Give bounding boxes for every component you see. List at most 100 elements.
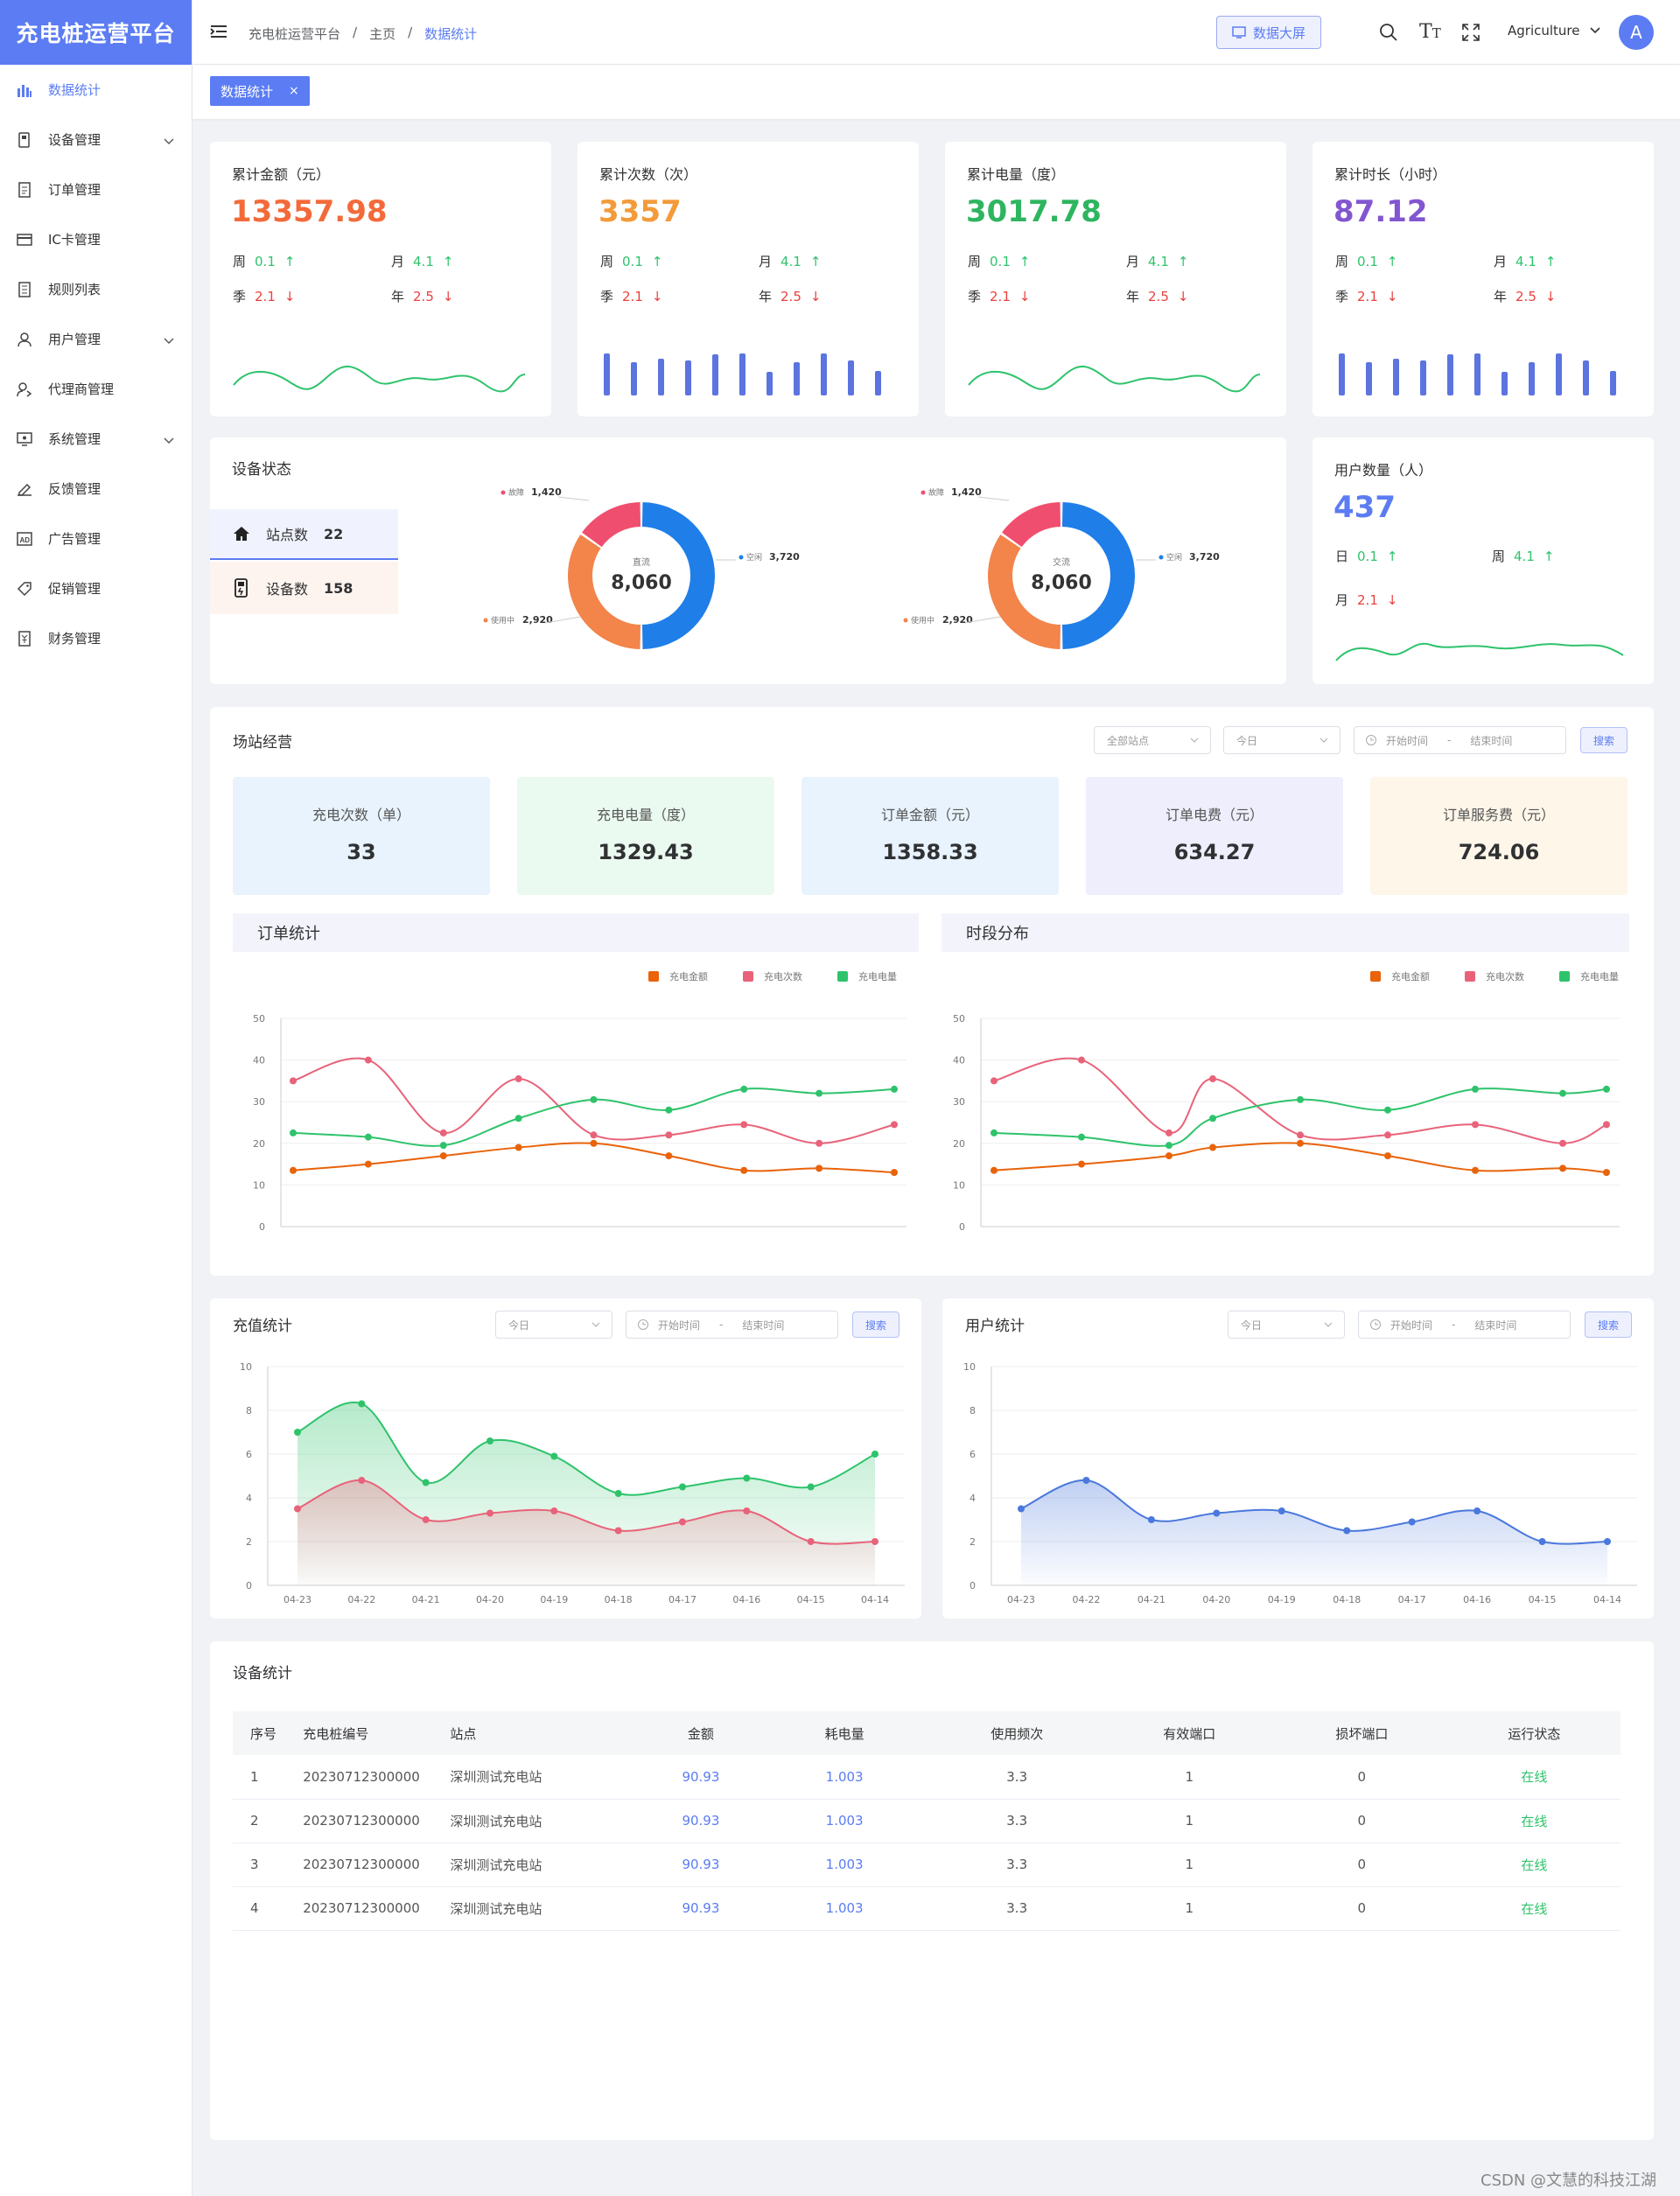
day-select[interactable]: 今日: [1223, 726, 1340, 754]
metric-card: 订单服务费（元） 724.06: [1370, 777, 1628, 895]
sidebar-item[interactable]: 设备管理: [0, 115, 192, 164]
data-point: [1603, 1085, 1610, 1093]
data-point: [665, 1106, 673, 1114]
x-tick-label: 04-14: [861, 1594, 889, 1605]
table-cell[interactable]: 1.003: [758, 1755, 931, 1800]
table-row[interactable]: 3 20230712300000 深圳测试充电站 90.93 1.003 3.3 1 0 在线: [233, 1843, 1620, 1887]
table-row[interactable]: 2 20230712300000 深圳测试充电站 90.93 1.003 3.3 1 0 在线: [233, 1799, 1620, 1843]
legend-dot: [903, 618, 908, 623]
sidebar-item[interactable]: AD 广告管理: [0, 514, 192, 563]
date-range-picker[interactable]: 开始时间 - 结束时间: [1354, 726, 1566, 754]
date-range-picker[interactable]: 开始时间 - 结束时间: [626, 1311, 838, 1339]
column-header: 耗电量: [758, 1711, 931, 1755]
legend-label: 充电电量: [858, 970, 897, 983]
legend-label: 充电次数: [1486, 970, 1524, 983]
series-line: [993, 1057, 1607, 1144]
user-area-chart: 0 2 4 6 8 10 04-23 04-22 04-21 04-20 04-19 04-18 04-…: [963, 1361, 1637, 1605]
sidebar-item[interactable]: 用户管理: [0, 314, 192, 364]
fullscreen-icon[interactable]: [1461, 23, 1480, 45]
table-cell[interactable]: 90.93: [643, 1843, 759, 1887]
data-point: [422, 1479, 430, 1486]
donut-slice: [1061, 502, 1136, 649]
agent-icon: [16, 381, 33, 398]
date-range-picker[interactable]: 开始时间 - 结束时间: [1358, 1311, 1571, 1339]
sparkline-bar: [794, 362, 800, 395]
search-button[interactable]: 搜索: [852, 1311, 900, 1338]
table-row[interactable]: 4 20230712300000 深圳测试充电站 90.93 1.003 3.3 1 0 在线: [233, 1886, 1620, 1931]
table-cell: 在线: [1447, 1799, 1620, 1843]
data-point: [550, 1452, 558, 1460]
user-menu[interactable]: Agriculture: [1508, 23, 1601, 38]
station-select[interactable]: 全部站点: [1094, 726, 1211, 754]
big-screen-button[interactable]: 数据大屏: [1216, 16, 1321, 49]
sidebar-item[interactable]: 代理商管理: [0, 364, 192, 414]
data-point: [891, 1121, 898, 1129]
sidebar-item[interactable]: 数据统计: [0, 65, 192, 115]
metric-label: 充电次数（单）: [312, 807, 410, 823]
area-fill: [1021, 1479, 1607, 1585]
metric-label: 订单电费（元）: [1165, 807, 1264, 823]
data-point: [740, 1166, 748, 1174]
breadcrumb-item[interactable]: 主页: [369, 26, 396, 42]
home-icon: [234, 527, 249, 541]
data-point: [665, 1152, 673, 1160]
avatar[interactable]: A: [1619, 15, 1654, 50]
menu-toggle-icon[interactable]: [210, 24, 228, 39]
tag-icon: [16, 580, 33, 598]
tab-dashboard[interactable]: 数据统计 ×: [210, 76, 310, 106]
close-icon[interactable]: ×: [289, 84, 299, 98]
search-icon[interactable]: [1379, 23, 1398, 45]
data-point: [1082, 1477, 1090, 1484]
breadcrumb-item[interactable]: 充电桩运营平台: [248, 26, 341, 42]
trend-week: 周 0.1 ↑: [600, 253, 663, 270]
table-cell[interactable]: 90.93: [643, 1886, 759, 1931]
data-point: [1474, 1507, 1481, 1514]
sidebar-item[interactable]: IC卡管理: [0, 214, 192, 264]
device-count-row[interactable]: 设备数 158: [210, 562, 398, 614]
station-count-row[interactable]: 站点数 22: [210, 509, 398, 560]
sidebar-item-label: 规则列表: [48, 282, 102, 297]
table-cell[interactable]: 1.003: [758, 1799, 931, 1843]
x-tick-label: 04-21: [412, 1594, 440, 1605]
x-tick-label: 04-20: [1202, 1594, 1230, 1605]
data-point: [872, 1538, 878, 1545]
sparkline-path: [233, 366, 526, 393]
trend-value: 2.1: [255, 288, 276, 304]
data-point: [1297, 1095, 1304, 1103]
table-row[interactable]: 1 20230712300000 深圳测试充电站 90.93 1.003 3.3 1 0 在线: [233, 1755, 1620, 1800]
table-cell[interactable]: 1.003: [758, 1843, 931, 1887]
donut-label: 故障: [508, 487, 524, 498]
search-button[interactable]: 搜索: [1585, 1311, 1632, 1338]
series-line: [1020, 1479, 1608, 1545]
area-fill: [298, 1479, 875, 1585]
sidebar-item[interactable]: 规则列表: [0, 264, 192, 314]
series-line: [993, 1142, 1607, 1174]
sidebar-item[interactable]: 订单管理: [0, 164, 192, 214]
legend-dot: [483, 618, 488, 623]
trend-month: 月 4.1 ↑: [1126, 253, 1189, 270]
edit-icon: [16, 480, 33, 498]
font-size-icon[interactable]: TT: [1419, 21, 1441, 43]
sidebar-item[interactable]: 促销管理: [0, 563, 192, 613]
donut-label: 空闲: [746, 552, 762, 563]
sidebar-item-label: 代理商管理: [48, 381, 115, 397]
legend-dot: [1158, 555, 1164, 560]
sidebar-item[interactable]: 反馈管理: [0, 464, 192, 514]
search-button[interactable]: 搜索: [1580, 727, 1628, 753]
table-cell[interactable]: 1.003: [758, 1886, 931, 1931]
sparkline-bar: [1502, 372, 1508, 395]
sidebar-item[interactable]: 财务管理: [0, 613, 192, 663]
day-select[interactable]: 今日: [495, 1311, 612, 1339]
metric-value: 724.06: [1458, 840, 1540, 864]
table-cell[interactable]: 90.93: [643, 1799, 759, 1843]
day-select[interactable]: 今日: [1228, 1311, 1345, 1339]
stat-card: 累计电量（度） 3017.78 周 0.1 ↑ 月 4.1 ↑ 季 2.1 ↓ 年 2.5 ↓: [945, 142, 1286, 416]
data-point: [1297, 1131, 1304, 1139]
data-point: [364, 1160, 372, 1168]
table-cell[interactable]: 90.93: [643, 1755, 759, 1800]
sidebar-item[interactable]: 系统管理: [0, 414, 192, 464]
data-point: [1603, 1121, 1610, 1129]
x-tick-label: 04-20: [476, 1594, 504, 1605]
x-tick-label: 04-16: [732, 1594, 760, 1605]
donut-label: 使用中: [911, 615, 934, 626]
